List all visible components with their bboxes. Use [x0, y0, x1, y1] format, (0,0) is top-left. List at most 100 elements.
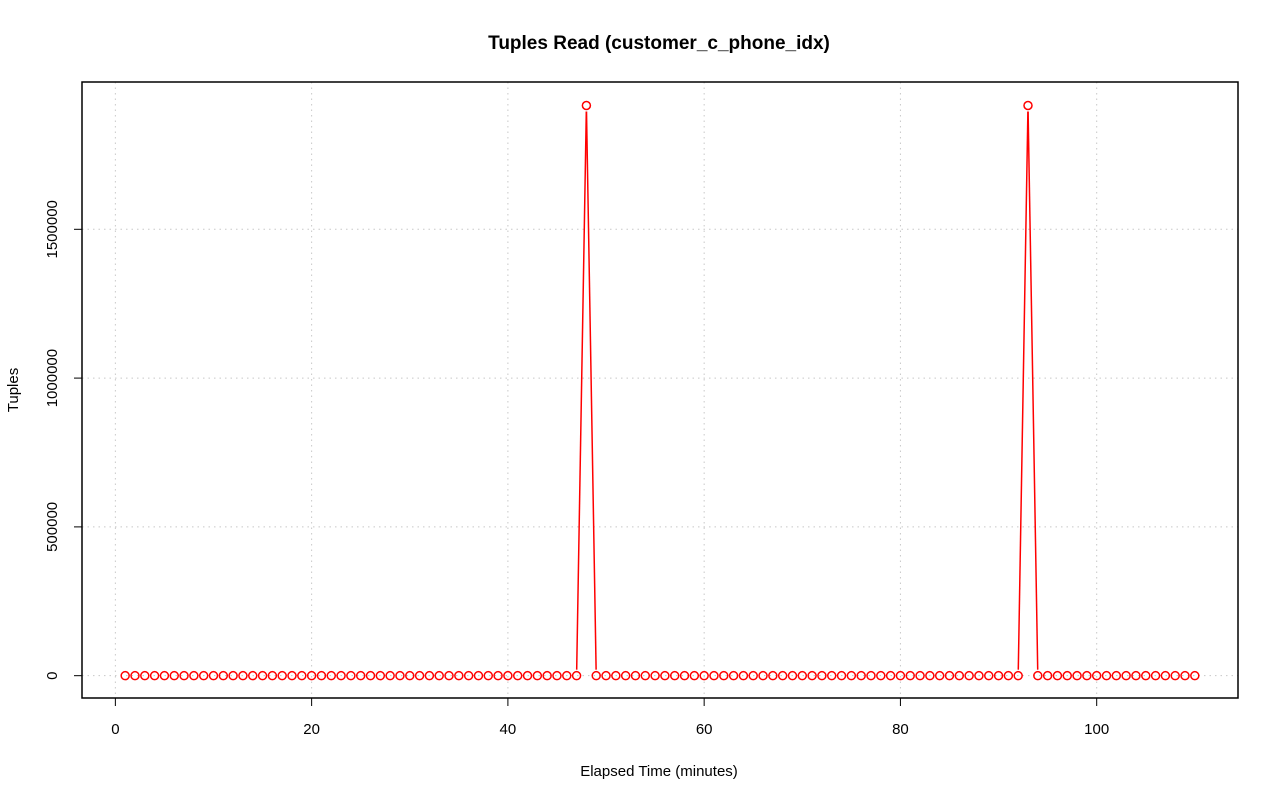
data-point	[552, 670, 562, 681]
data-point	[503, 670, 513, 681]
data-point	[198, 670, 209, 681]
data-point	[993, 670, 1004, 681]
data-point	[434, 670, 444, 681]
data-point	[601, 670, 611, 681]
data-point	[591, 670, 601, 681]
data-point	[1170, 670, 1180, 681]
data-point	[630, 670, 641, 681]
data-point	[689, 670, 700, 681]
data-point	[463, 670, 474, 681]
data-point	[748, 670, 758, 681]
data-point	[1091, 670, 1102, 681]
x-tick-label: 60	[696, 721, 713, 738]
x-tick-label: 80	[892, 721, 909, 738]
data-point	[238, 670, 248, 681]
x-axis-label: Elapsed Time (minutes)	[580, 763, 738, 780]
data-point	[483, 670, 494, 681]
series-line-segment	[1027, 111, 1039, 670]
data-point	[1111, 670, 1122, 681]
y-axis: 0 500000 1000000 1500000	[44, 200, 83, 680]
data-point	[414, 670, 425, 681]
data-point	[1150, 670, 1161, 681]
data-point	[306, 670, 317, 681]
data-point	[728, 670, 739, 681]
data-point	[1121, 670, 1131, 681]
data-point	[562, 670, 572, 681]
data-point	[473, 670, 484, 681]
data-point	[1082, 670, 1092, 681]
data-point	[669, 670, 680, 681]
data-point	[287, 670, 297, 681]
x-tick-label: 0	[111, 721, 119, 738]
data-point	[522, 670, 533, 681]
data-point	[130, 670, 140, 681]
data-point	[375, 670, 386, 681]
grid-lines	[82, 82, 1238, 698]
data-point	[336, 670, 346, 681]
data-point	[1180, 670, 1190, 681]
data-point	[856, 670, 866, 681]
data-point	[1033, 670, 1043, 681]
data-point	[817, 670, 827, 681]
data-point	[444, 670, 454, 681]
data-point	[346, 670, 356, 681]
data-point	[934, 670, 945, 681]
data-point	[895, 670, 906, 681]
y-tick-label: 1500000	[44, 200, 61, 258]
data-point	[836, 670, 847, 681]
data-point	[248, 670, 258, 681]
y-axis-label: Tuples	[5, 368, 22, 412]
data-point	[709, 670, 719, 681]
data-point	[140, 670, 150, 681]
data-point	[581, 100, 592, 111]
data-point	[1013, 670, 1023, 681]
data-point	[267, 670, 278, 681]
data-point	[395, 670, 405, 681]
data-point	[277, 670, 287, 681]
data-point	[660, 670, 670, 681]
x-tick-label: 20	[303, 721, 320, 738]
x-tick-label: 40	[500, 721, 517, 738]
chart-title: Tuples Read (customer_c_phone_idx)	[488, 33, 830, 54]
data-point	[797, 670, 808, 681]
data-point	[925, 670, 935, 681]
data-point	[1101, 670, 1112, 681]
data-point	[777, 670, 788, 681]
data-point	[532, 670, 543, 681]
data-point	[1141, 670, 1151, 681]
data-point	[964, 670, 974, 681]
data-point	[1003, 670, 1014, 681]
data-point	[385, 670, 395, 681]
data-point	[699, 670, 709, 681]
data-point	[512, 670, 523, 681]
y-tick-label: 500000	[44, 502, 61, 552]
data-point	[611, 670, 621, 681]
series-line-segment	[1017, 111, 1029, 670]
data-point	[974, 670, 984, 681]
plot-border	[81, 81, 1239, 699]
data-point	[1190, 670, 1200, 681]
data-point	[159, 670, 170, 681]
data-point	[218, 670, 229, 681]
y-tick-label: 0	[44, 672, 61, 680]
series-tuples	[120, 100, 1200, 681]
series-line-segment	[575, 111, 588, 670]
data-point	[326, 670, 337, 681]
data-point	[944, 670, 955, 681]
data-point	[866, 670, 876, 681]
data-point	[1023, 100, 1033, 111]
data-point	[1072, 670, 1082, 681]
data-point	[768, 670, 778, 681]
data-point	[787, 670, 798, 681]
data-point	[719, 670, 729, 681]
data-point	[120, 670, 130, 681]
data-point	[738, 670, 749, 681]
data-point	[807, 670, 817, 681]
data-point	[640, 670, 651, 681]
data-point	[846, 670, 857, 681]
data-point	[571, 670, 582, 681]
data-point	[650, 670, 660, 681]
data-point	[424, 670, 435, 681]
data-point	[758, 670, 768, 681]
data-point	[1062, 670, 1072, 681]
